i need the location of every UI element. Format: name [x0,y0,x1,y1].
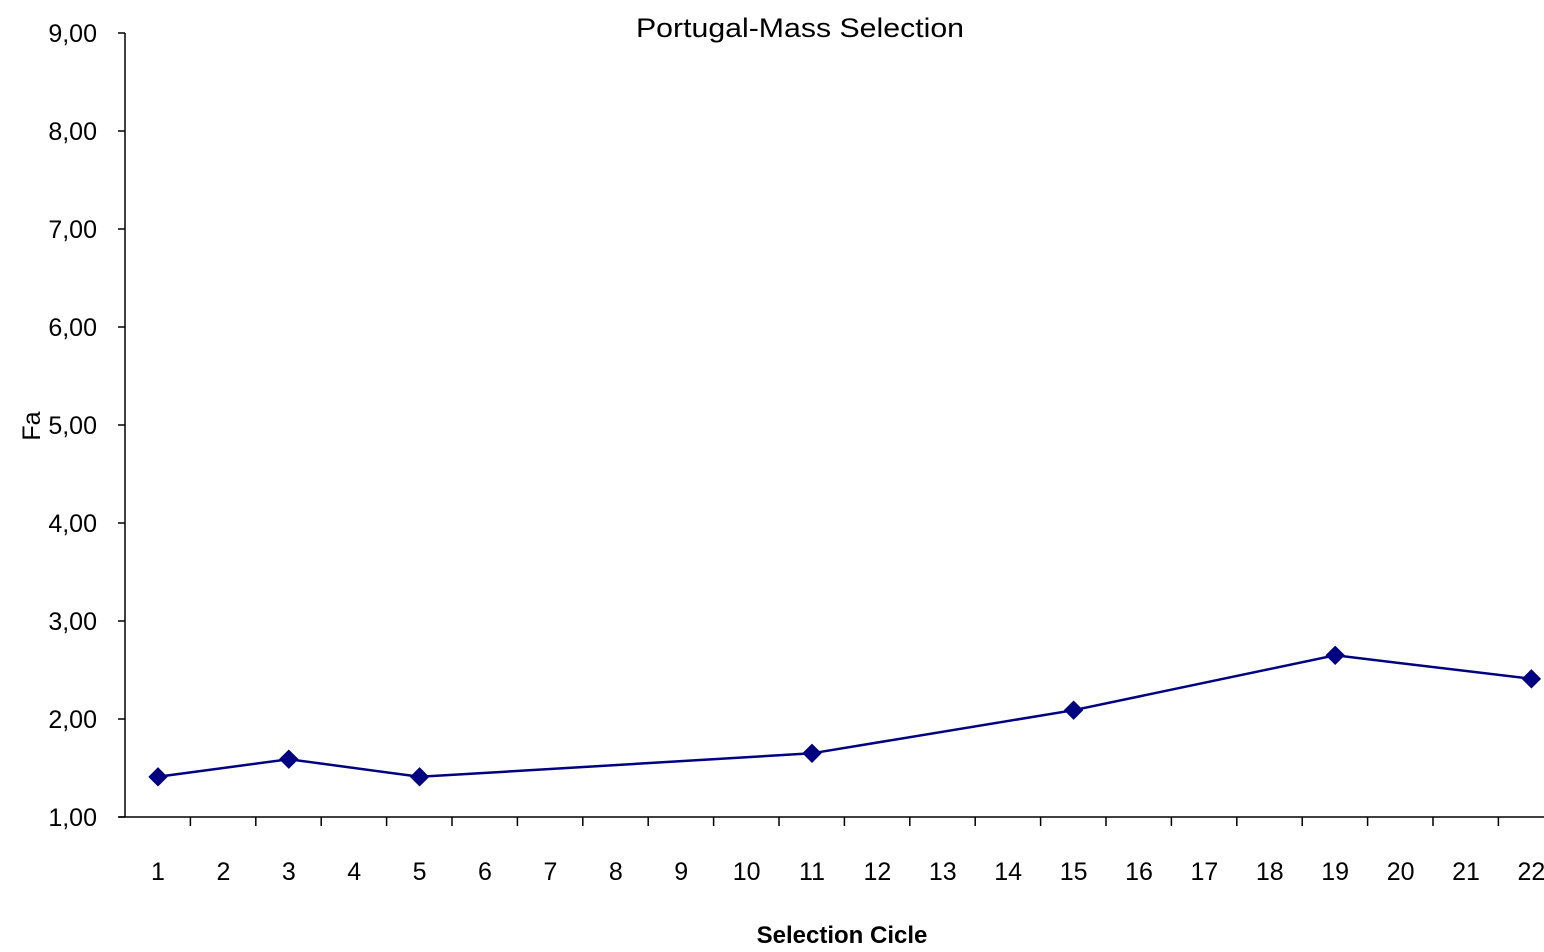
x-tick-label: 4 [347,858,361,886]
data-point-marker [802,743,822,764]
y-tick-label: 4,00 [48,510,97,538]
x-tick-label: 2 [216,858,230,886]
x-axis-label: Selection Cicle [757,922,928,949]
data-point-marker [409,767,430,787]
series-markers [148,645,1542,787]
x-tick-label: 9 [674,858,688,886]
y-tick-label: 7,00 [48,216,97,244]
series-line [157,654,1532,779]
y-tick-label: 1,00 [48,804,97,832]
x-tick-label: 15 [1060,858,1088,886]
x-tick-label: 5 [413,858,427,886]
x-tick-label: 18 [1256,858,1284,886]
x-tick-label: 7 [543,858,557,886]
y-tick-label: 5,00 [48,412,97,440]
x-tick-label: 22 [1517,858,1544,886]
x-axis-ticks: 1 2 3 4 5 6 7 8 9 10 11 12 13 14 15 16 17 18 19 20 21 22 [151,817,1544,886]
y-tick-label: 2,00 [48,706,97,734]
data-point-marker [148,767,168,787]
x-tick-label: 17 [1190,858,1218,886]
y-tick-label: 8,00 [48,118,97,146]
x-tick-label: 10 [733,858,761,886]
data-point-marker [279,749,299,769]
y-tick-label: 6,00 [48,314,97,342]
y-tick-label: 3,00 [48,608,97,636]
x-tick-label: 6 [478,858,492,886]
x-tick-label: 19 [1321,858,1349,886]
x-tick-label: 8 [609,858,623,886]
y-axis-ticks: 1,00 2,00 3,00 4,00 5,00 6,00 7,00 8,00 9,00 [48,20,125,832]
x-tick-label: 1 [151,858,165,886]
y-tick-label: 9,00 [48,20,97,48]
x-tick-label: 12 [863,858,891,886]
data-point-marker [1521,669,1542,689]
x-tick-label: 3 [282,858,296,886]
x-tick-label: 20 [1387,858,1415,886]
data-point-marker [1063,700,1084,720]
x-tick-label: 16 [1125,858,1153,886]
x-tick-label: 21 [1452,858,1480,886]
chart-title: Portugal-Mass Selection [636,13,964,43]
y-axis-label: Fa [18,411,46,440]
x-tick-label: 13 [929,858,957,886]
x-tick-label: 11 [799,858,825,886]
data-point-marker [1325,645,1345,666]
x-tick-label: 14 [994,858,1022,886]
